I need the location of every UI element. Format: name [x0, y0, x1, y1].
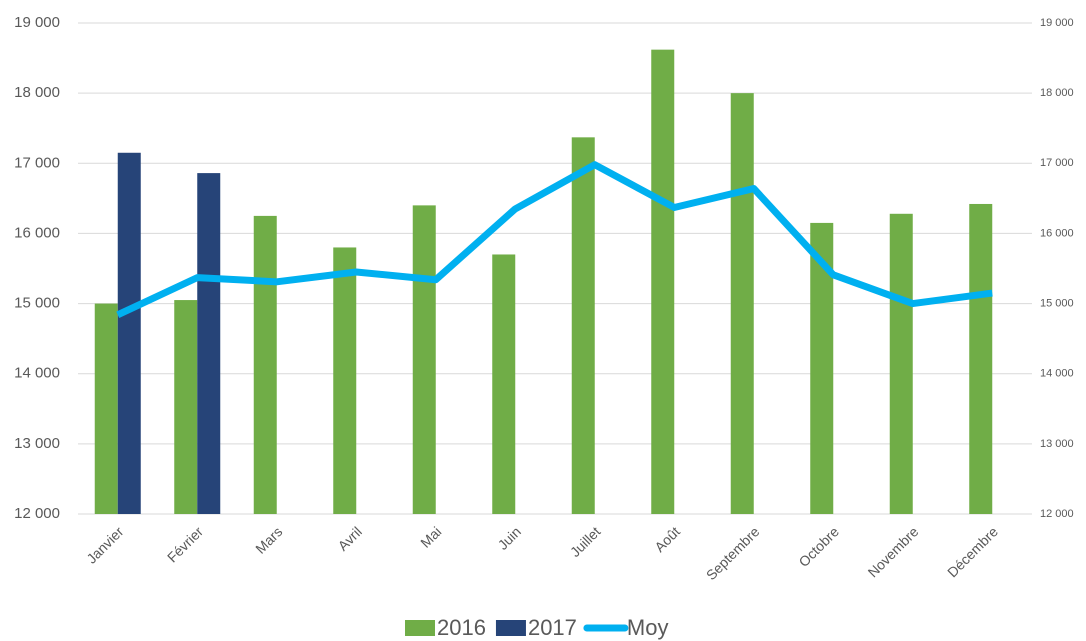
x-tick-label: Janvier [83, 523, 126, 566]
x-tick-label: Octobre [795, 523, 842, 570]
x-tick-label: Juin [495, 523, 524, 552]
y-tick-label: 19 000 [14, 14, 60, 31]
y2-tick-label: 16 000 [1040, 227, 1074, 239]
bar [197, 173, 221, 514]
bar [117, 152, 141, 514]
bar [492, 254, 516, 514]
y-tick-label: 14 000 [14, 365, 60, 382]
y-tick-label: 15 000 [14, 295, 60, 312]
x-tick-label: Décembre [944, 523, 1001, 580]
y-tick-label: 16 000 [14, 224, 60, 241]
bar [174, 300, 198, 514]
y2-tick-label: 18 000 [1040, 87, 1074, 99]
bar [94, 303, 118, 514]
bar [730, 93, 754, 515]
y-tick-label: 13 000 [14, 435, 60, 452]
bar [253, 215, 277, 514]
x-tick-label: Mai [417, 523, 444, 550]
bar [969, 203, 993, 514]
legend-label: 2017 [528, 615, 577, 640]
y-tick-label: 17 000 [14, 154, 60, 171]
x-tick-label: Mars [252, 523, 285, 556]
y-tick-label: 18 000 [14, 84, 60, 101]
bar [810, 222, 834, 514]
bar [412, 205, 436, 514]
legend-label: 2016 [437, 615, 486, 640]
bar [333, 247, 357, 514]
y2-tick-label: 15 000 [1040, 297, 1074, 309]
x-tick-label: Juillet [567, 523, 604, 560]
bar [571, 137, 595, 514]
y-tick-label: 12 000 [14, 505, 60, 522]
bar [889, 213, 913, 514]
x-tick-label: Août [651, 523, 683, 555]
y2-tick-label: 19 000 [1040, 17, 1074, 29]
y2-tick-label: 13 000 [1040, 438, 1074, 450]
legend-swatch [405, 620, 435, 636]
legend-label: Moy [627, 615, 669, 640]
y2-tick-label: 17 000 [1040, 157, 1074, 169]
x-tick-label: Février [164, 523, 206, 565]
line [116, 161, 993, 318]
x-tick-label: Avril [335, 523, 365, 553]
x-tick-label: Novembre [865, 523, 922, 580]
y2-tick-label: 14 000 [1040, 368, 1074, 380]
x-tick-label: Septembre [703, 523, 763, 583]
bar [651, 49, 675, 514]
y2-tick-label: 12 000 [1040, 508, 1074, 520]
legend-swatch [495, 620, 526, 636]
